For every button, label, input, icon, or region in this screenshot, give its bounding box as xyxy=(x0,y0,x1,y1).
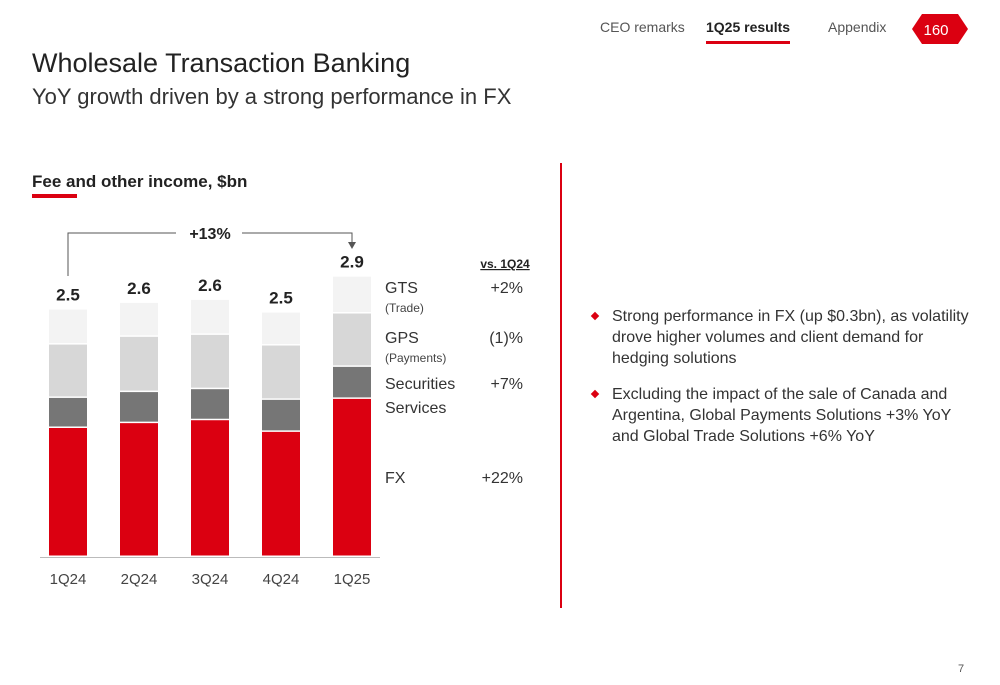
subtitle: YoY growth driven by a strong performanc… xyxy=(32,84,512,109)
bar-segment xyxy=(49,344,87,397)
x-tick-label: 2Q24 xyxy=(121,571,158,588)
bar-segment xyxy=(262,345,300,399)
bar-segment xyxy=(120,336,158,391)
change-label: +7% xyxy=(490,376,523,393)
bar-segment xyxy=(120,302,158,336)
total-label: 2.6 xyxy=(127,279,151,298)
change-label: +22% xyxy=(481,470,523,487)
logo: 160 xyxy=(912,12,968,46)
bar-segment xyxy=(333,313,371,366)
bar-segment xyxy=(191,299,229,334)
change-header: vs. 1Q24 xyxy=(480,257,530,271)
page-number: 7 xyxy=(958,663,965,675)
total-label: 2.9 xyxy=(340,253,364,272)
bar-segment xyxy=(191,420,229,556)
legend-label: GTS xyxy=(385,280,418,297)
logo-shape: 160 xyxy=(912,14,968,44)
bar-segment xyxy=(333,276,371,313)
title-underline xyxy=(32,194,77,198)
bar-segment xyxy=(49,309,87,344)
bar-segment xyxy=(262,399,300,431)
bar-segment xyxy=(262,431,300,556)
growth-annotation: +13% xyxy=(189,226,230,243)
bar-segment xyxy=(120,423,158,556)
logo-text: 160 xyxy=(923,22,948,39)
x-tick-label: 3Q24 xyxy=(192,571,229,588)
bracket xyxy=(67,232,176,276)
divider xyxy=(560,163,562,608)
nav-item: CEO remarks xyxy=(600,19,685,35)
bullet-list: Strong performance in FX (up $0.3bn), as… xyxy=(590,306,970,462)
nav-item: 1Q25 results xyxy=(706,19,791,44)
nav-item: Appendix xyxy=(828,19,887,35)
legend-note: (Trade) xyxy=(385,301,424,315)
bar-segment xyxy=(191,389,229,419)
title: Wholesale Transaction Banking xyxy=(32,48,411,78)
bullet: Excluding the impact of the sale of Cana… xyxy=(590,384,970,447)
legend-label: GPS xyxy=(385,330,419,347)
total-label: 2.5 xyxy=(269,289,293,308)
bar-segment xyxy=(333,398,371,556)
legend-label: Securities Services xyxy=(385,376,456,417)
bar-segment xyxy=(120,392,158,422)
x-tick-label: 1Q24 xyxy=(50,571,87,588)
chart: +13% vs. 1Q24 2.5 1Q24 2.6 2Q24 2.6 3Q24 2.5 4Q… xyxy=(40,226,530,588)
bar-segment xyxy=(191,334,229,388)
bar-segment xyxy=(333,366,371,398)
legend-label: FX xyxy=(385,470,406,487)
change-label: (1)% xyxy=(489,330,523,347)
change-label: +2% xyxy=(490,280,523,297)
legend-note: (Payments) xyxy=(385,351,447,365)
bar-segment xyxy=(49,397,87,427)
bar-segment xyxy=(49,427,87,556)
x-tick-label: 1Q25 xyxy=(334,571,371,588)
bar-segment xyxy=(262,312,300,345)
arrow-head xyxy=(348,242,356,249)
x-tick-label: 4Q24 xyxy=(263,571,300,588)
bullet: Strong performance in FX (up $0.3bn), as… xyxy=(590,306,970,369)
bracket xyxy=(242,232,353,244)
total-label: 2.5 xyxy=(56,286,80,305)
chart-title: Fee and other income, $bn xyxy=(32,172,248,191)
total-label: 2.6 xyxy=(198,276,222,295)
